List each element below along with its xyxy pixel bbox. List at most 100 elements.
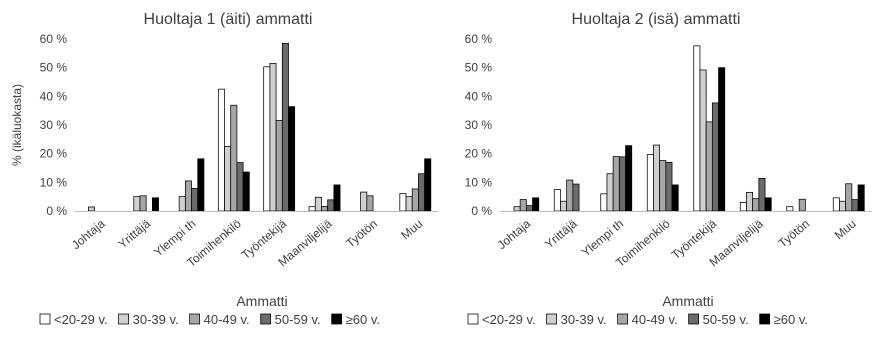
bar	[269, 62, 277, 212]
bar	[281, 42, 289, 212]
bar	[191, 187, 199, 212]
legend-label: ≥60 v.	[346, 312, 380, 327]
legend-swatch	[467, 313, 479, 325]
legend-swatch	[617, 313, 628, 325]
legend-label: 50-59 v.	[703, 312, 749, 327]
bar	[217, 88, 225, 212]
legend-swatch	[118, 313, 129, 325]
x-tick-label: Johtaja	[495, 216, 534, 252]
legend-label: 40-49 v.	[632, 312, 678, 327]
bar	[572, 183, 580, 212]
legend: <20-29 v. 30-39 v. 40-49 v. 50-59 v. ≥60 v.	[467, 312, 808, 327]
x-axis-label: Ammatti	[236, 293, 287, 309]
y-tick-label: 50 %	[40, 61, 68, 75]
bar	[133, 196, 141, 212]
bar	[230, 104, 238, 212]
legend-swatch	[546, 313, 557, 325]
bar	[405, 196, 413, 212]
bar	[646, 154, 654, 212]
y-tick-label: 50 %	[465, 61, 493, 75]
bar	[606, 173, 614, 212]
bar	[705, 121, 713, 212]
bar	[665, 161, 673, 212]
bar	[197, 158, 205, 212]
y-tick-label: 20 %	[465, 147, 493, 161]
bar	[566, 179, 574, 212]
bar	[139, 195, 147, 212]
x-axis-label: Ammatti	[662, 293, 713, 309]
bar	[718, 67, 726, 212]
legend-swatch	[331, 313, 343, 325]
bar	[739, 202, 747, 212]
legend-swatch	[688, 313, 700, 325]
legend-swatch	[260, 313, 272, 325]
bar	[314, 196, 322, 212]
y-tick-label: 40 %	[465, 89, 493, 103]
bar	[333, 184, 341, 212]
y-axis-label: % (ikäluokasta)	[10, 84, 24, 166]
bar	[321, 206, 329, 212]
bar	[560, 200, 568, 212]
legend-label: ≥60 v.	[774, 312, 808, 327]
y-tick-label: 20 %	[40, 147, 68, 161]
bar	[553, 189, 561, 212]
x-tick-label: Työtön	[343, 217, 380, 251]
bar	[178, 196, 186, 212]
legend-label: 40-49 v.	[204, 312, 250, 327]
bar	[275, 120, 283, 212]
bar	[618, 156, 626, 212]
bar	[798, 198, 806, 212]
bar	[327, 199, 335, 212]
bar	[845, 183, 853, 212]
bar	[711, 102, 719, 212]
bar	[236, 162, 244, 212]
bar	[659, 160, 667, 212]
x-tick-label: Muu	[832, 217, 859, 243]
bar	[653, 144, 661, 212]
bar	[857, 184, 865, 212]
legend-label: <20-29 v.	[54, 312, 108, 327]
bar	[832, 197, 840, 212]
bar	[671, 184, 679, 212]
legend: <20-29 v. 30-39 v. 40-49 v. 50-59 v. ≥60 v.	[39, 312, 380, 327]
bar	[625, 145, 633, 212]
y-tick-label: 60 %	[465, 32, 493, 46]
x-tick-label: Muu	[398, 217, 425, 243]
bar	[513, 206, 521, 212]
legend-label: 30-39 v.	[133, 312, 179, 327]
bar	[224, 146, 232, 212]
bar	[519, 199, 527, 212]
x-tick-label: Johtaja	[69, 216, 108, 252]
bar	[151, 197, 159, 212]
bar	[525, 205, 533, 212]
legend-label: <20-29 v.	[482, 312, 536, 327]
bar	[612, 156, 620, 212]
bar	[360, 191, 368, 212]
bar	[693, 45, 701, 212]
bar	[839, 200, 847, 212]
bar	[242, 171, 250, 212]
bar	[366, 195, 374, 212]
y-tick-label: 60 %	[40, 32, 68, 46]
y-tick-label: 10 %	[465, 175, 493, 189]
bar	[308, 206, 316, 212]
bar	[758, 177, 766, 212]
chart-title: Huoltaja 2 (isä) ammatti	[572, 11, 741, 28]
bar	[418, 173, 425, 212]
y-tick-label: 10 %	[40, 175, 68, 189]
y-tick-label: 0 %	[471, 204, 492, 218]
bar	[764, 197, 772, 212]
bar	[851, 199, 859, 212]
legend-swatch	[759, 313, 771, 325]
bar	[263, 66, 271, 212]
bar	[699, 69, 707, 212]
legend-swatch	[39, 313, 51, 325]
bar	[411, 188, 419, 212]
x-tick-label: Yrittäjä	[542, 216, 580, 251]
bar	[746, 191, 754, 212]
x-tick-label: Työtön	[776, 217, 813, 251]
bar	[752, 198, 760, 212]
bar	[424, 158, 432, 212]
bar	[288, 106, 296, 212]
